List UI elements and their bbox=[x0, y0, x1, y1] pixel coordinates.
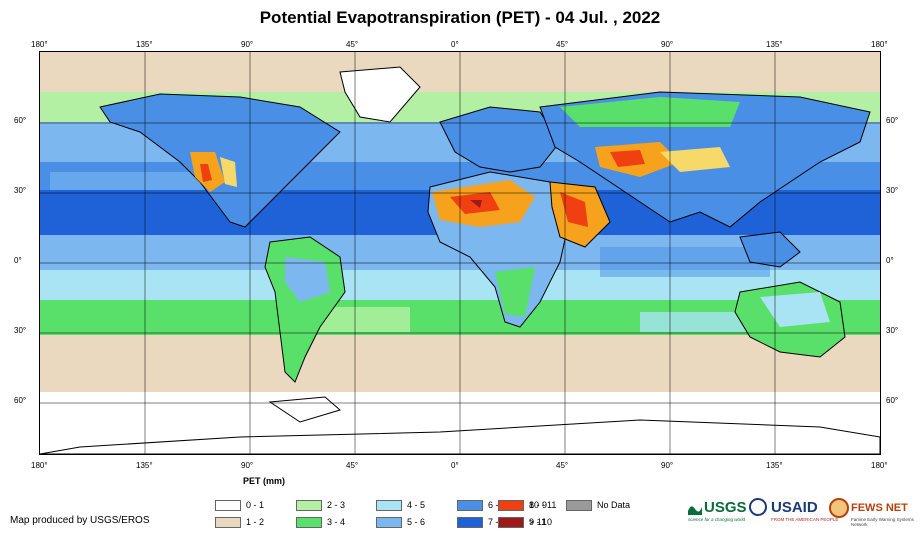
legend-item: 10 - 11 bbox=[498, 499, 556, 511]
lon-tick-top: 45° bbox=[346, 40, 359, 49]
legend-item: No Data bbox=[566, 499, 630, 511]
legend-item: 4 - 5 bbox=[376, 499, 425, 511]
lon-tick-bottom: 45° bbox=[346, 461, 359, 470]
credit-text: Map produced by USGS/EROS bbox=[10, 515, 150, 526]
lon-tick-bottom: 135° bbox=[136, 461, 153, 470]
lon-tick-bottom: 90° bbox=[661, 461, 674, 470]
lon-tick-top: 90° bbox=[661, 40, 674, 49]
lon-tick-top: 45° bbox=[556, 40, 569, 49]
legend-item: 7 - 8 bbox=[457, 516, 506, 528]
fews-net-logo: FEWS NET bbox=[851, 502, 908, 514]
lon-tick-bottom: 90° bbox=[241, 461, 254, 470]
lon-tick-bottom: 180° bbox=[871, 461, 888, 470]
legend-swatch bbox=[457, 499, 483, 511]
legend-label: > 11 bbox=[529, 517, 547, 527]
lon-tick-top: 0° bbox=[451, 40, 459, 49]
legend-label: 4 - 5 bbox=[407, 500, 426, 510]
fews-tagline: Famine Early Warning Systems Network bbox=[851, 517, 914, 527]
legend-label: 3 - 4 bbox=[327, 517, 346, 527]
legend-label: 6 - 7 bbox=[488, 500, 507, 510]
lat-tick-left: 60° bbox=[14, 116, 27, 125]
lat-tick-left: 0° bbox=[14, 256, 22, 265]
lon-tick-bottom: 180° bbox=[31, 461, 48, 470]
legend-swatch bbox=[457, 516, 483, 528]
legend-label: 0 - 1 bbox=[246, 500, 265, 510]
graticule bbox=[40, 52, 880, 454]
lat-tick-left: 30° bbox=[14, 326, 27, 335]
lat-tick-left: 60° bbox=[14, 396, 27, 405]
lon-tick-top: 180° bbox=[31, 40, 48, 49]
pet-map bbox=[39, 51, 881, 455]
usgs-logo: USGS bbox=[688, 499, 747, 516]
legend-swatch bbox=[498, 499, 524, 511]
lon-tick-top: 180° bbox=[871, 40, 888, 49]
legend-swatch bbox=[296, 516, 322, 528]
legend-item: 6 - 7 bbox=[457, 499, 506, 511]
legend-swatch bbox=[215, 516, 241, 528]
lon-tick-top: 135° bbox=[766, 40, 783, 49]
legend-swatch bbox=[215, 499, 241, 511]
legend-label: No Data bbox=[597, 500, 631, 510]
legend-item: 1 - 2 bbox=[215, 516, 264, 528]
legend-label: 8 - 9 bbox=[529, 500, 548, 510]
legend-swatch bbox=[376, 516, 402, 528]
usaid-seal-icon bbox=[749, 498, 767, 516]
legend-label: 9 - 10 bbox=[529, 517, 553, 527]
legend-label: 7 - 8 bbox=[488, 517, 507, 527]
lat-tick-left: 30° bbox=[14, 186, 27, 195]
legend-item: 3 - 4 bbox=[296, 516, 345, 528]
legend-swatch bbox=[498, 516, 524, 528]
legend-item: 2 - 3 bbox=[296, 499, 345, 511]
north-america bbox=[99, 93, 341, 228]
legend-swatch bbox=[296, 499, 322, 511]
usgs-tagline: science for a changing world bbox=[688, 517, 746, 522]
lon-tick-top: 90° bbox=[241, 40, 254, 49]
legend-label: 5 - 6 bbox=[407, 517, 426, 527]
legend-title: PET (mm) bbox=[243, 476, 286, 486]
legend-label: 10 - 11 bbox=[529, 500, 557, 510]
southeast-asia bbox=[739, 231, 801, 268]
lon-tick-top: 135° bbox=[136, 40, 153, 49]
usaid-tagline: FROM THE AMERICAN PEOPLE bbox=[771, 517, 839, 522]
lon-tick-bottom: 45° bbox=[556, 461, 569, 470]
lat-tick-right: 30° bbox=[886, 326, 899, 335]
fews-globe-icon bbox=[829, 498, 849, 518]
usaid-logo: USAID bbox=[771, 499, 818, 516]
legend-item: 0 - 1 bbox=[215, 499, 264, 511]
lat-tick-right: 0° bbox=[886, 256, 894, 265]
lon-tick-bottom: 0° bbox=[451, 461, 459, 470]
lon-tick-bottom: 135° bbox=[766, 461, 783, 470]
legend-swatch bbox=[566, 499, 592, 511]
legend-item: > 11 bbox=[498, 516, 546, 528]
legend-swatch bbox=[376, 499, 402, 511]
lat-tick-right: 60° bbox=[886, 116, 899, 125]
lat-tick-right: 30° bbox=[886, 186, 899, 195]
legend-label: 2 - 3 bbox=[327, 500, 346, 510]
map-title: Potential Evapotranspiration (PET) - 04 … bbox=[259, 8, 661, 27]
usgs-wave-icon bbox=[688, 505, 702, 515]
legend-item: 5 - 6 bbox=[376, 516, 425, 528]
greenland bbox=[339, 66, 421, 123]
legend-label: 1 - 2 bbox=[246, 517, 265, 527]
lat-tick-right: 60° bbox=[886, 396, 899, 405]
